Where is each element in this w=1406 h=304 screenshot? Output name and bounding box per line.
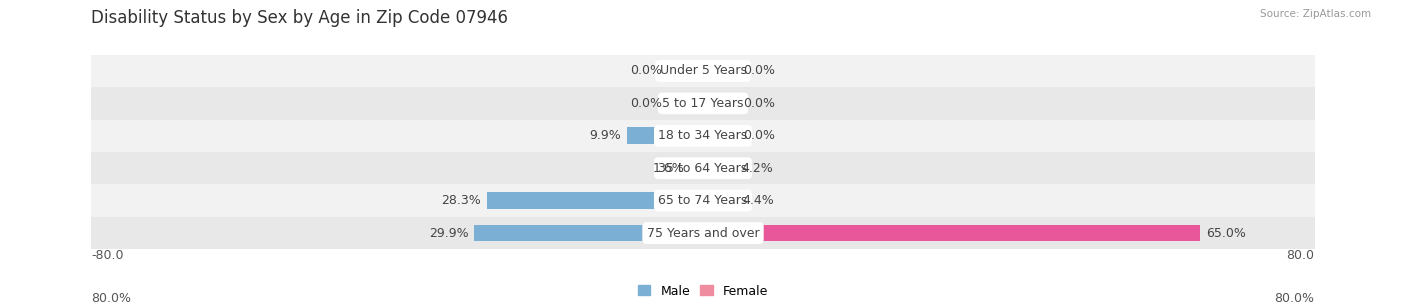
Bar (91, 217, 1315, 249)
Text: 0.0%: 0.0% (744, 129, 776, 142)
Bar (91, 87, 1315, 119)
Text: 0.0%: 0.0% (744, 97, 776, 110)
Bar (91, 152, 1315, 185)
Bar (91, 55, 1315, 87)
Text: 4.2%: 4.2% (741, 162, 773, 175)
Text: 0.0%: 0.0% (744, 64, 776, 78)
Bar (474, 225, 703, 241)
Text: 75 Years and over: 75 Years and over (647, 226, 759, 240)
Text: Source: ZipAtlas.com: Source: ZipAtlas.com (1260, 9, 1371, 19)
Bar (91, 185, 1315, 217)
Bar (703, 160, 735, 177)
Text: -80.0: -80.0 (91, 249, 124, 262)
Text: Disability Status by Sex by Age in Zip Code 07946: Disability Status by Sex by Age in Zip C… (91, 9, 509, 27)
Text: 0.0%: 0.0% (630, 64, 662, 78)
Text: 80.0%: 80.0% (1275, 292, 1315, 304)
Text: 65.0%: 65.0% (1206, 226, 1246, 240)
Bar (703, 127, 737, 144)
Bar (486, 192, 703, 209)
Bar (703, 95, 737, 112)
Text: 28.3%: 28.3% (440, 194, 481, 207)
Text: 1.6%: 1.6% (652, 162, 685, 175)
Bar (703, 63, 737, 79)
Text: 65 to 74 Years: 65 to 74 Years (658, 194, 748, 207)
Text: 5 to 17 Years: 5 to 17 Years (662, 97, 744, 110)
Bar (91, 119, 1315, 152)
Text: Under 5 Years: Under 5 Years (659, 64, 747, 78)
Bar (669, 63, 703, 79)
Legend: Male, Female: Male, Female (638, 285, 768, 298)
Text: 29.9%: 29.9% (429, 226, 468, 240)
Text: 35 to 64 Years: 35 to 64 Years (658, 162, 748, 175)
Text: 4.4%: 4.4% (742, 194, 775, 207)
Text: 18 to 34 Years: 18 to 34 Years (658, 129, 748, 142)
Bar (669, 95, 703, 112)
Bar (690, 160, 703, 177)
Text: 9.9%: 9.9% (589, 129, 621, 142)
Bar (703, 192, 737, 209)
Bar (703, 225, 1199, 241)
Text: 0.0%: 0.0% (630, 97, 662, 110)
Text: 80.0%: 80.0% (91, 292, 131, 304)
Bar (627, 127, 703, 144)
Text: 80.0: 80.0 (1286, 249, 1315, 262)
